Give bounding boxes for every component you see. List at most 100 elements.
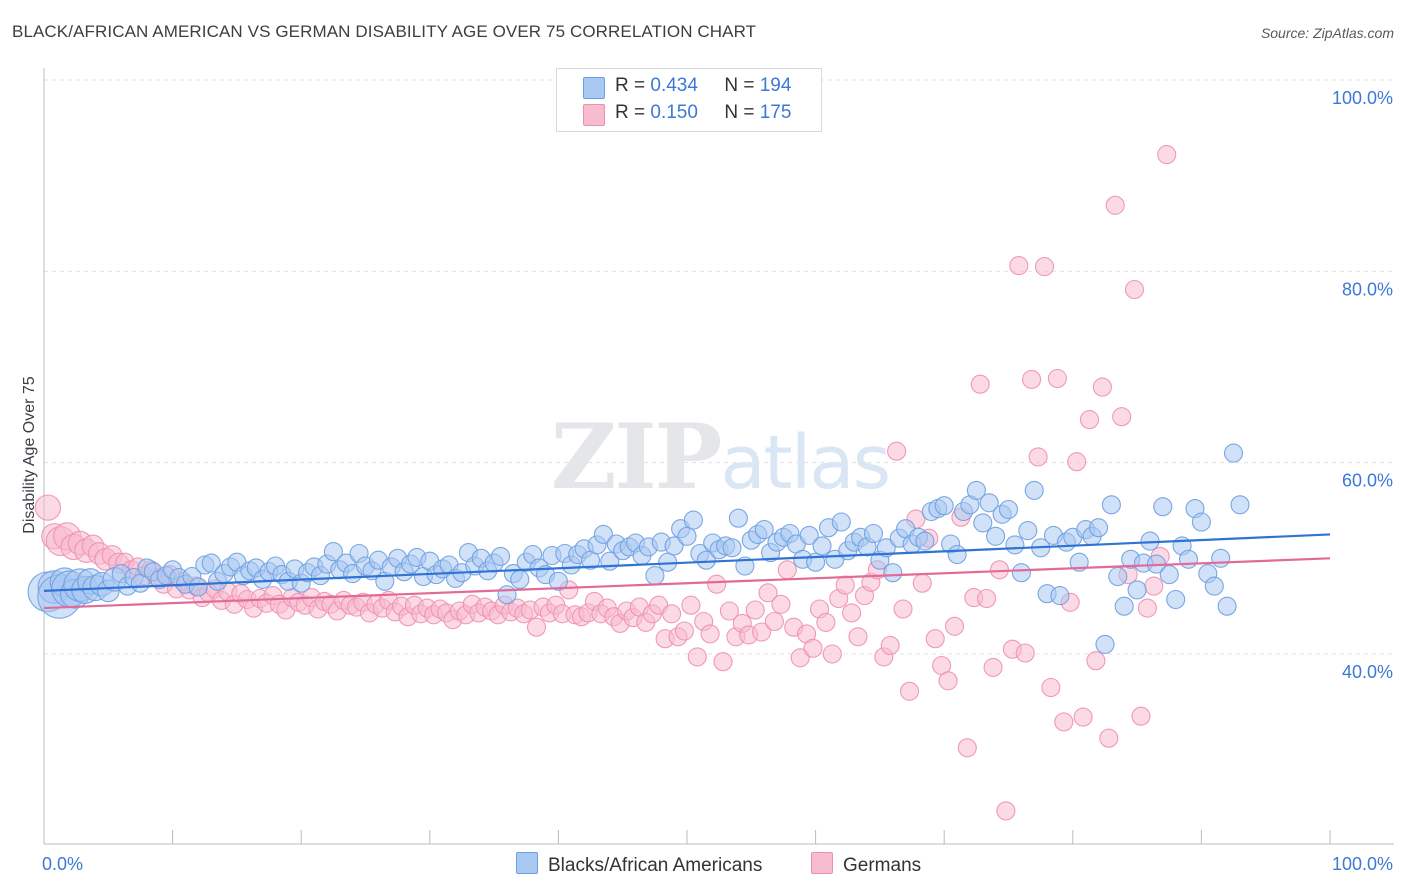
blacks-point	[986, 526, 1006, 546]
bottom-legend-swatch-blacks	[516, 852, 538, 874]
watermark-zip: ZIP	[551, 404, 721, 510]
blacks-point	[1108, 566, 1128, 587]
germans-point	[771, 594, 791, 614]
y-tick-label: 60.0%	[1342, 471, 1393, 491]
blacks-point	[1050, 586, 1070, 606]
germans-point	[687, 647, 707, 667]
germans-point	[842, 603, 862, 623]
y-tick-label: 40.0%	[1342, 662, 1393, 682]
germans-point	[848, 627, 868, 647]
germans-point	[1047, 368, 1067, 389]
blacks-point	[1069, 552, 1089, 572]
germans-point	[803, 638, 823, 658]
germans-point	[707, 574, 727, 594]
germans-point	[764, 611, 784, 632]
blacks-point	[934, 496, 954, 516]
blacks-point	[593, 524, 613, 544]
germans-point	[758, 583, 778, 603]
legend-r-value: 0.150	[650, 102, 698, 123]
trend-lines	[43, 533, 1331, 610]
blacks-point	[1088, 518, 1109, 538]
germans-point	[719, 601, 739, 621]
germans-point	[970, 374, 990, 394]
germans-point	[1112, 407, 1132, 427]
blacks-point	[966, 480, 986, 500]
blacks-point	[1166, 589, 1186, 610]
blacks-trend-line	[43, 533, 1331, 592]
germans-point	[777, 560, 797, 580]
blacks-point	[735, 556, 755, 576]
bottom-legend-swatch-germans	[811, 852, 833, 874]
germans-point	[957, 738, 977, 758]
germans-point	[1157, 145, 1177, 165]
blacks-point	[1114, 596, 1134, 616]
germans-point	[1028, 447, 1048, 467]
blacks-points	[27, 443, 1250, 654]
blacks-point	[1127, 580, 1147, 600]
germans-point	[893, 599, 913, 619]
germans-point	[713, 652, 733, 672]
watermark-atlas: atlas	[720, 420, 889, 506]
x-tick-label-min: 0.0%	[42, 854, 83, 874]
blacks-point	[188, 577, 208, 597]
blacks-point	[863, 523, 884, 544]
germans-point	[1022, 369, 1042, 389]
blacks-point	[490, 546, 511, 566]
blacks-point	[696, 550, 716, 570]
blacks-point	[722, 538, 742, 558]
germans-point	[977, 588, 997, 609]
germans-point	[1137, 598, 1157, 618]
blacks-point	[915, 531, 935, 551]
blacks-point	[1217, 596, 1237, 616]
legend-n-value: 175	[759, 102, 792, 123]
germans-point	[1015, 643, 1035, 663]
chart-source: Source: ZipAtlas.com	[1260, 25, 1394, 41]
blacks-point	[973, 513, 993, 533]
blacks-point	[1230, 495, 1250, 515]
blacks-point	[883, 563, 903, 583]
blacks-point	[1024, 480, 1044, 500]
germans-point	[1073, 707, 1093, 727]
legend-r-value: 0.434	[650, 75, 698, 96]
germans-point	[34, 494, 62, 521]
blacks-point	[1191, 512, 1211, 532]
legend-n-value: 194	[759, 75, 792, 96]
legend-n-label: N =	[724, 75, 755, 96]
legend-swatch-blacks	[583, 77, 605, 99]
legend-n-label: N =	[724, 102, 755, 123]
chart-title: BLACK/AFRICAN AMERICAN VS GERMAN DISABIL…	[12, 22, 757, 41]
blacks-point	[831, 512, 851, 532]
germans-point	[662, 604, 682, 624]
germans-point	[1131, 706, 1151, 726]
germans-point	[938, 671, 958, 691]
bottom-legend-germans: Germans	[811, 852, 921, 877]
germans-point	[790, 648, 810, 668]
axes	[43, 68, 1394, 845]
germans-point	[1034, 257, 1055, 277]
bottom-legend-label-germans: Germans	[843, 855, 922, 876]
blacks-point	[677, 526, 697, 546]
germans-point	[681, 595, 701, 615]
germans-point	[1144, 576, 1164, 596]
blacks-point	[1018, 521, 1038, 541]
blacks-point	[812, 536, 832, 556]
germans-point	[1009, 256, 1029, 276]
germans-point	[835, 575, 855, 595]
germans-point	[1105, 195, 1125, 215]
blacks-point	[645, 566, 665, 586]
blacks-point	[201, 553, 221, 573]
bottom-legend-label-blacks: Blacks/African Americans	[548, 855, 763, 876]
blacks-point	[1011, 563, 1031, 583]
germans-point	[880, 635, 900, 655]
blacks-point	[1095, 634, 1115, 654]
blacks-point	[1153, 497, 1173, 517]
x-tick-label-max: 100.0%	[1332, 854, 1393, 874]
bottom-legend-blacks: Blacks/African Americans	[516, 852, 762, 877]
y-tick-label: 100.0%	[1332, 88, 1393, 108]
watermark: ZIPatlas	[551, 404, 889, 510]
germans-point	[996, 801, 1016, 821]
germans-point	[1099, 728, 1119, 748]
legend-r-label: R =	[615, 102, 646, 123]
blacks-point	[548, 571, 568, 591]
germans-point	[816, 612, 836, 632]
